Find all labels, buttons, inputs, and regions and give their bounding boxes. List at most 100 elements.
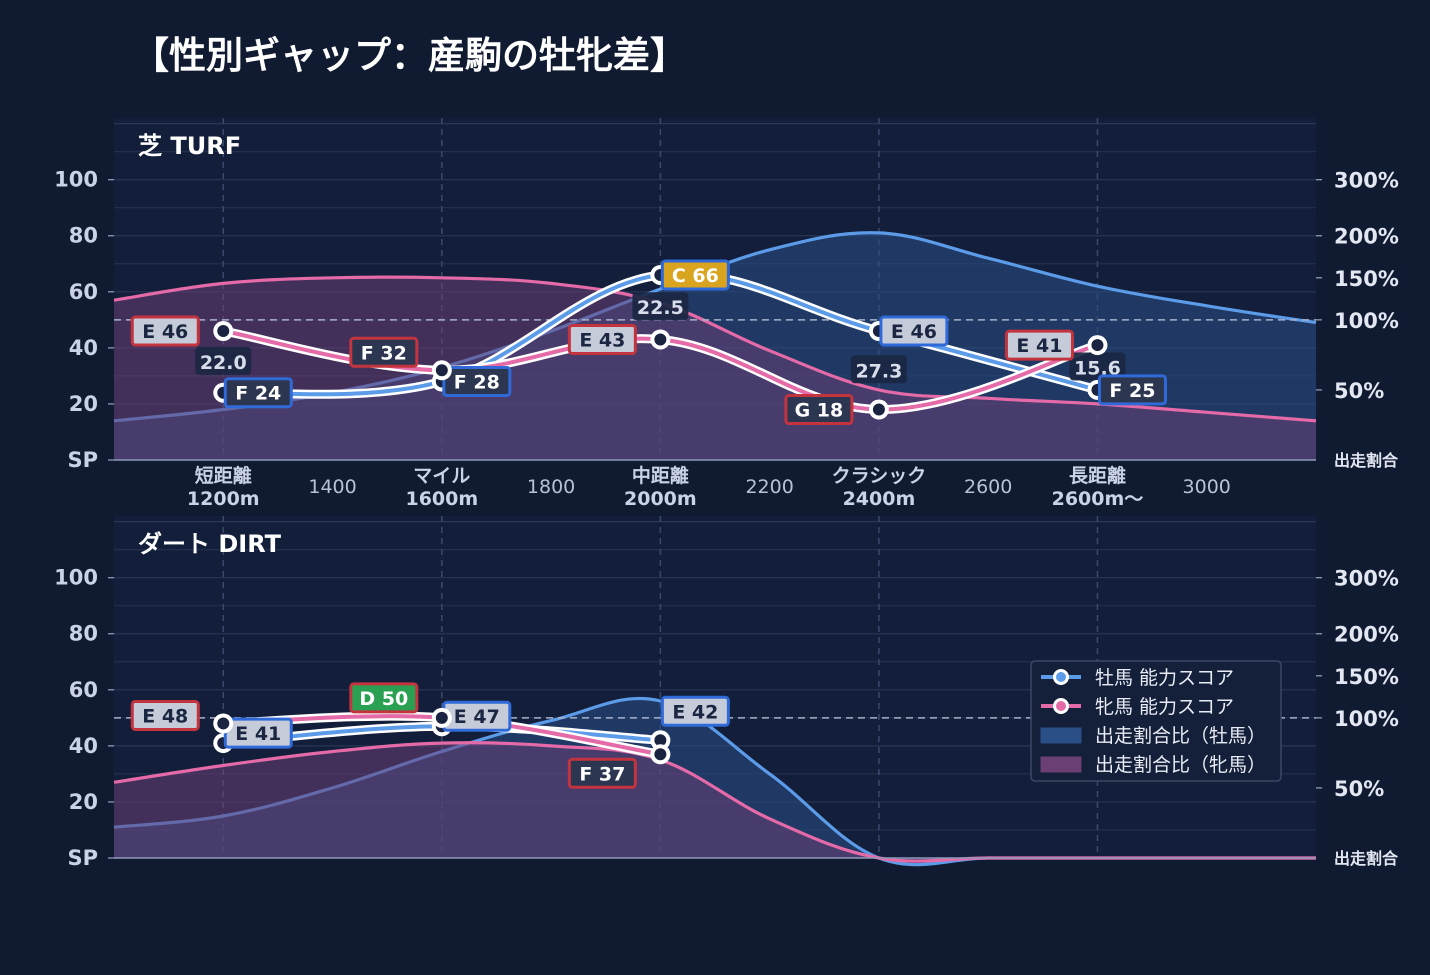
data-point-core xyxy=(1091,339,1104,352)
y2-tick-label: 200% xyxy=(1334,623,1399,647)
data-point-core xyxy=(654,333,667,346)
x-tick-label: 2000m xyxy=(624,488,697,510)
grade-label-box xyxy=(223,377,293,409)
y2-tick-label: 50% xyxy=(1334,379,1384,403)
page-title: 【性別ギャップ：産駒の牡牝差】 xyxy=(132,34,687,77)
legend-label: 出走割合比（牡馬） xyxy=(1095,725,1266,747)
grade-label-box xyxy=(349,336,419,368)
grade-label-box xyxy=(349,682,419,714)
y-tick-label: 60 xyxy=(69,280,98,304)
y-tick-label: 100 xyxy=(54,566,98,590)
grade-label: E 46 xyxy=(130,315,200,347)
grade-label-text: E 47 xyxy=(454,706,500,728)
gap-label-text: 27.3 xyxy=(855,360,902,382)
grade-label-text: G 18 xyxy=(795,400,844,422)
data-point-core xyxy=(654,748,667,761)
legend-patch-swatch xyxy=(1040,756,1082,773)
grade-label: E 41 xyxy=(223,717,293,749)
x-tick-label: 2400m xyxy=(843,488,916,510)
y2-tick-label: 50% xyxy=(1334,777,1384,801)
gap-label: 22.0 xyxy=(195,346,252,375)
gap-label: 22.5 xyxy=(632,292,689,321)
x-tick-label: 3000 xyxy=(1183,476,1231,498)
grade-label-text: E 46 xyxy=(891,321,937,343)
grade-label-box xyxy=(130,315,200,347)
legend-marker-core xyxy=(1056,701,1066,711)
y-tick-label: SP xyxy=(67,448,98,472)
gap-label-text: 22.5 xyxy=(637,297,684,319)
chart-panel-dirt: ダート DIRT SP 20 40 60 80 100 50% 100% 150% 200% 300%… xyxy=(54,516,1399,870)
female-ratio-area xyxy=(114,742,1316,862)
gap-label: 15.6 xyxy=(1069,352,1126,381)
grade-label: E 46 xyxy=(879,315,949,347)
grade-label-text: E 43 xyxy=(579,329,625,351)
x-tick-label: 1400 xyxy=(308,476,356,498)
grade-label: F 25 xyxy=(1097,374,1167,406)
panel-title: ダート DIRT xyxy=(138,530,282,558)
data-point-core xyxy=(872,403,885,416)
x-tick-label: 2600 xyxy=(964,476,1012,498)
y2-tick-label: 100% xyxy=(1334,707,1399,731)
grade-label-text: E 48 xyxy=(142,705,188,727)
grade-label-box xyxy=(1097,374,1167,406)
chart-panel-turf: 芝 TURF SP 20 40 60 80 100 50% 100% 150% 200% 300% 出走… xyxy=(54,118,1399,510)
x-tick-label: 2600m〜 xyxy=(1052,488,1144,510)
grade-label-text: D 50 xyxy=(359,688,408,710)
gap-label-bg xyxy=(632,292,689,321)
grade-label: F 37 xyxy=(567,757,637,789)
y2-tick-label: 300% xyxy=(1334,567,1399,591)
x-tick-label: マイル xyxy=(413,465,470,487)
y-tick-label: 40 xyxy=(69,336,98,360)
gap-label: 27.3 xyxy=(850,355,907,384)
y-tick-label: 80 xyxy=(69,224,98,248)
data-point-core xyxy=(217,717,230,730)
x-tick-label: 1600m xyxy=(405,488,478,510)
y2-tick-label: 100% xyxy=(1334,309,1399,333)
grade-label-text: F 24 xyxy=(235,383,281,405)
x-tick-label: 2200 xyxy=(745,476,793,498)
female-ratio-area xyxy=(114,277,1316,460)
y-tick-label: 20 xyxy=(69,790,98,814)
gap-label-text: 15.6 xyxy=(1074,357,1121,379)
grade-label-box xyxy=(1004,329,1074,361)
grade-label-text: F 28 xyxy=(454,372,500,394)
grade-label: E 41 xyxy=(1004,329,1074,361)
y-tick-label: 40 xyxy=(69,734,98,758)
y2-tick-label: 150% xyxy=(1334,267,1399,291)
y-tick-label: SP xyxy=(67,846,98,870)
legend-patch-swatch xyxy=(1040,727,1082,744)
gap-label-bg xyxy=(850,355,907,384)
data-point-core xyxy=(654,734,667,747)
gap-label-bg xyxy=(195,346,252,375)
y2-axis-label: 出走割合 xyxy=(1334,849,1399,868)
y2-axis-label: 出走割合 xyxy=(1334,451,1399,470)
legend-label: 出走割合比（牝馬） xyxy=(1095,754,1266,776)
grade-label: F 24 xyxy=(223,377,293,409)
y-tick-label: 20 xyxy=(69,392,98,416)
grade-label-text: C 66 xyxy=(672,265,719,287)
grade-label: E 47 xyxy=(442,700,512,732)
x-tick-label: 長距離 xyxy=(1069,464,1126,487)
data-point-core xyxy=(435,364,448,377)
legend-box xyxy=(1030,660,1282,782)
grade-label-text: F 37 xyxy=(579,763,625,785)
grade-label: D 50 xyxy=(349,682,419,714)
grade-label-box xyxy=(879,315,949,347)
data-point-core xyxy=(217,325,230,338)
grade-label-text: F 25 xyxy=(1109,380,1155,402)
grade-label: F 32 xyxy=(349,336,419,368)
x-tick-label: 1800 xyxy=(527,476,575,498)
legend-label: 牡馬 能力スコア xyxy=(1095,667,1234,689)
grade-label-box xyxy=(130,699,200,731)
grade-label-box xyxy=(567,757,637,789)
y2-tick-label: 200% xyxy=(1334,225,1399,249)
grade-label-text: E 41 xyxy=(1016,335,1062,357)
gap-label-text: 22.0 xyxy=(200,352,247,374)
y-tick-label: 100 xyxy=(54,168,98,192)
grade-label: E 42 xyxy=(660,695,730,727)
panel-title: 芝 TURF xyxy=(138,132,241,160)
y2-tick-label: 150% xyxy=(1334,665,1399,689)
x-tick-label: 1200m xyxy=(187,488,260,510)
